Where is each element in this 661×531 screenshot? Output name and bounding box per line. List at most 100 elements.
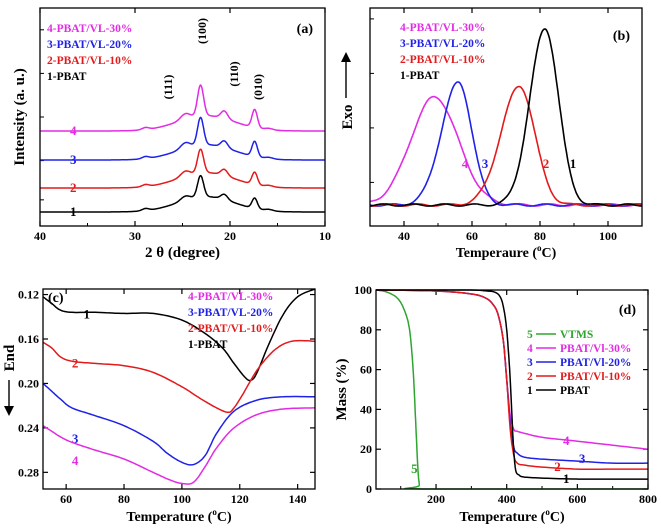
legend-number: 1 [527, 385, 533, 397]
legend-entry: 1-PBAT [47, 71, 87, 83]
y-tick-label: 80 [360, 323, 372, 337]
series-1-line [42, 288, 316, 382]
series-2-line [42, 339, 315, 414]
series-4-line [42, 407, 315, 485]
plot-frame [369, 7, 643, 227]
x-axis-label: Temperature (oC) [459, 507, 565, 525]
series-5-line [375, 289, 648, 490]
series-3-line [42, 382, 315, 466]
exo-arrow-head [341, 52, 351, 62]
series-label-4: 4 [70, 123, 77, 138]
y-tick-label: 0.12 [18, 288, 39, 302]
y-tick-label: 40 [360, 402, 372, 416]
series-1-line [39, 174, 326, 213]
x-tick-label: 40 [34, 229, 46, 243]
peak-label: (111) [161, 75, 175, 100]
y-tick-label: 0 [366, 482, 372, 496]
plot-frame [42, 288, 316, 490]
series-label-2: 2 [70, 180, 77, 195]
legend-entry: 2-PBAT/VL-10% [188, 323, 273, 335]
series-label-2: 2 [72, 355, 79, 370]
series-label-3: 3 [482, 156, 489, 171]
series-label-1: 1 [570, 156, 577, 171]
y-axis-label: End [2, 344, 18, 371]
x-axis-label: Temperature (oC) [126, 507, 232, 525]
y-axis-label: Mass (%) [334, 358, 350, 420]
series-3-line [39, 116, 326, 161]
x-tick-label: 30 [129, 229, 141, 243]
legend-number: 5 [527, 329, 533, 341]
x-tick-label: 80 [118, 492, 130, 506]
x-tick-label: 40 [398, 229, 410, 243]
x-tick-label: 800 [639, 492, 657, 506]
plot-frame [375, 289, 649, 490]
y-tick-label: 20 [360, 442, 372, 456]
peak-label: (110) [227, 61, 241, 86]
series-label-4: 4 [462, 156, 469, 171]
series-2-line [39, 148, 326, 189]
x-tick-label: 10 [319, 229, 331, 243]
series-2-line [369, 85, 643, 207]
series-label-4: 4 [563, 433, 570, 448]
legend-entry: 1-PBAT [188, 339, 228, 351]
series-2-line [375, 289, 648, 470]
legend-entry: 4-PBAT/VL-30% [400, 22, 485, 34]
legend-entry: 3-PBAT/VL-20% [188, 307, 273, 319]
legend-entry: 3-PBAT/VL-20% [400, 38, 485, 50]
x-tick-label: 600 [568, 492, 586, 506]
legend-entry: PBAT [560, 385, 590, 397]
series-label-1: 1 [84, 307, 91, 322]
x-tick-label: 100 [599, 229, 617, 243]
end-arrow-head [4, 406, 14, 416]
series-1-line [369, 28, 643, 207]
series-label-4: 4 [72, 453, 79, 468]
legend-entry: 2-PBAT/VL-10% [47, 55, 132, 67]
series-label-3: 3 [579, 451, 586, 466]
legend-number: 2 [527, 371, 533, 383]
x-tick-label: 100 [173, 492, 191, 506]
y-tick-label: 60 [360, 363, 372, 377]
panel-label: (d) [619, 303, 636, 318]
x-tick-label: 200 [427, 492, 445, 506]
panel-b: 40 60 80 100 4 3 2 1 4-PBAT/VL-30% 3-PBAT/VL-20% 2… [340, 7, 643, 261]
peak-label: (010) [251, 74, 265, 100]
series-label-5: 5 [411, 461, 418, 476]
legend-entry: 4-PBAT/VL-30% [188, 291, 273, 303]
x-tick-label: 140 [289, 492, 307, 506]
x-axis-label: Temperaure (oC) [456, 243, 557, 261]
legend-entry: PBAT/Vl-20% [560, 357, 631, 369]
y-tick-label: 0.24 [18, 421, 39, 435]
panel-a: 40 30 20 10 1 2 3 4 (111) (100) (110) (010) 4-PBAT/V… [12, 7, 331, 261]
panel-label: (b) [613, 29, 630, 44]
legend-entry: 3-PBAT/VL-20% [47, 39, 132, 51]
series-label-2: 2 [554, 459, 561, 474]
x-tick-label: 120 [231, 492, 249, 506]
panel-c: 60 80 100 120 140 0.12 0.16 0.20 0.24 0.28 1 2 3 4 4-P… [2, 288, 316, 525]
series-label-3: 3 [70, 152, 77, 167]
x-tick-label: 60 [60, 492, 72, 506]
series-label-2: 2 [543, 156, 550, 171]
x-tick-label: 60 [466, 229, 478, 243]
legend-number: 3 [527, 357, 533, 369]
y-tick-label: 0.28 [18, 465, 39, 479]
x-tick-label: 80 [534, 229, 546, 243]
x-tick-label: 20 [224, 229, 236, 243]
x-tick-label: 400 [498, 492, 516, 506]
series-4-line [39, 84, 326, 132]
series-label-1: 1 [70, 204, 77, 219]
series-label-1: 1 [563, 471, 570, 486]
series-3-line [369, 81, 643, 207]
panel-label: (a) [297, 22, 314, 37]
y-tick-label: 100 [354, 283, 372, 297]
legend-entry: 4-PBAT/VL-30% [47, 23, 132, 35]
y-axis-label: Intensity (a. u.) [12, 68, 28, 166]
panel-label: (c) [48, 291, 64, 306]
x-axis-label: 2 θ (degree) [145, 245, 220, 261]
y-tick-label: 0.16 [18, 332, 39, 346]
legend-entry: PBAT/Vl-10% [560, 371, 631, 383]
legend-entry: 2-PBAT/VL-10% [400, 54, 485, 66]
y-tick-label: 0.20 [18, 376, 39, 390]
peak-label: (100) [195, 18, 209, 44]
